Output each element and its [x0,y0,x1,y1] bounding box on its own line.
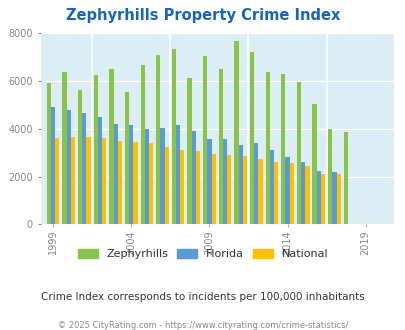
Bar [285,157,289,224]
Bar [156,54,160,224]
Bar [160,127,164,224]
Bar [332,172,336,224]
Text: © 2025 CityRating.com - https://www.cityrating.com/crime-statistics/: © 2025 CityRating.com - https://www.city… [58,321,347,330]
Bar [269,150,273,224]
Bar [78,90,82,224]
Bar [191,131,195,224]
Bar [125,92,129,224]
Text: Zephyrhills Property Crime Index: Zephyrhills Property Crime Index [66,8,339,23]
Bar [51,107,55,224]
Bar [102,138,106,224]
Bar [47,83,51,224]
Bar [343,132,347,224]
Bar [320,174,324,224]
Bar [109,69,113,224]
Bar [187,79,191,224]
Bar [176,125,180,224]
Bar [86,137,90,224]
Bar [296,82,301,224]
Bar [316,171,320,224]
Bar [62,73,66,224]
Bar [171,49,176,224]
Bar [164,147,168,224]
Bar [129,125,133,224]
Bar [140,65,145,224]
Bar [207,140,211,224]
Bar [180,150,184,224]
Bar [242,156,246,224]
Legend: Zephyrhills, Florida, National: Zephyrhills, Florida, National [73,244,332,263]
Bar [327,129,332,224]
Bar [226,155,231,224]
Bar [336,174,340,224]
Bar [82,113,86,224]
Text: Crime Index corresponds to incidents per 100,000 inhabitants: Crime Index corresponds to incidents per… [41,292,364,302]
Bar [305,166,309,224]
Bar [211,154,215,224]
Bar [195,151,200,224]
Bar [149,143,153,224]
Bar [145,129,149,224]
Bar [94,75,98,224]
Bar [301,162,305,224]
Bar [289,163,293,224]
Bar [218,69,222,224]
Bar [249,52,254,224]
Bar [202,56,207,224]
Bar [98,117,102,224]
Bar [238,146,242,224]
Bar [234,41,238,224]
Bar [312,104,316,224]
Bar [258,159,262,224]
Bar [254,143,258,224]
Bar [66,110,70,224]
Bar [265,73,269,224]
Bar [113,124,117,224]
Bar [117,141,121,224]
Bar [70,137,75,224]
Bar [133,142,137,224]
Bar [222,140,226,224]
Bar [55,138,59,224]
Bar [273,162,277,224]
Bar [281,74,285,224]
